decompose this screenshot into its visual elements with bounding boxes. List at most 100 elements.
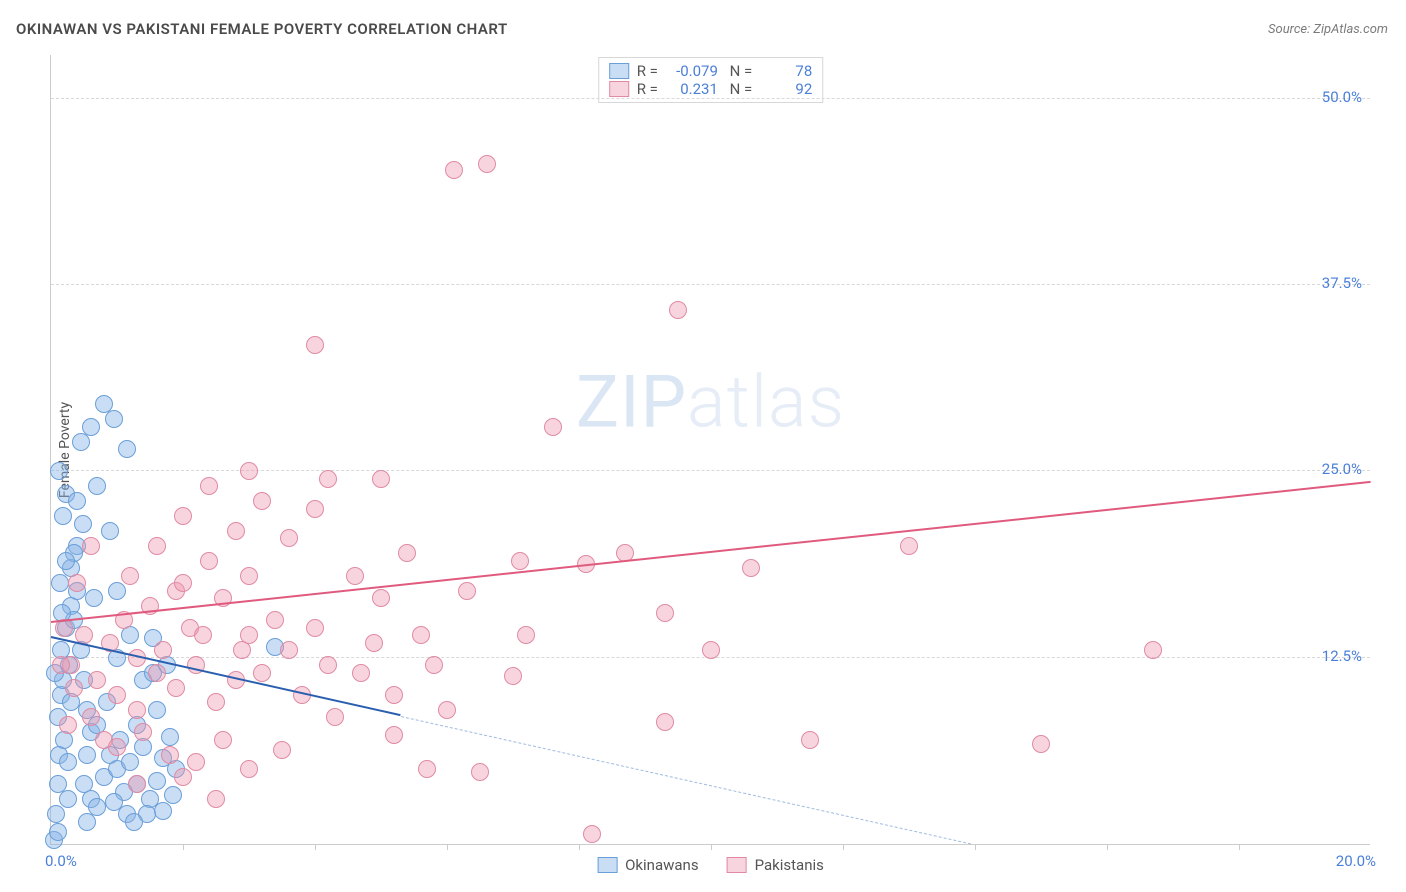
data-point: [1144, 641, 1162, 659]
data-point: [82, 418, 100, 436]
data-point: [207, 790, 225, 808]
data-point: [88, 671, 106, 689]
x-tick: [843, 844, 844, 850]
swatch-pakistanis: [609, 81, 629, 97]
data-point: [128, 701, 146, 719]
data-point: [385, 726, 403, 744]
data-point: [65, 679, 83, 697]
data-point: [108, 686, 126, 704]
data-point: [458, 582, 476, 600]
legend-item-pakistanis: Pakistanis: [727, 856, 824, 874]
x-tick: [975, 844, 976, 850]
y-tick-label: 12.5%: [1322, 647, 1362, 665]
data-point: [207, 693, 225, 711]
data-point: [52, 656, 70, 674]
data-point: [187, 753, 205, 771]
data-point: [544, 418, 562, 436]
swatch-pakistanis-icon: [727, 857, 747, 873]
data-point: [227, 522, 245, 540]
data-point: [108, 738, 126, 756]
data-point: [68, 492, 86, 510]
swatch-okinawans-icon: [597, 857, 617, 873]
data-point: [128, 775, 146, 793]
data-point: [161, 746, 179, 764]
data-point: [511, 552, 529, 570]
data-point: [517, 626, 535, 644]
x-tick: [447, 844, 448, 850]
data-point: [253, 492, 271, 510]
data-point: [352, 664, 370, 682]
data-point: [82, 708, 100, 726]
data-point: [101, 522, 119, 540]
data-point: [49, 823, 67, 841]
data-point: [164, 786, 182, 804]
data-point: [372, 589, 390, 607]
data-point: [326, 708, 344, 726]
y-tick-label: 37.5%: [1322, 274, 1362, 292]
data-point: [200, 477, 218, 495]
data-point: [319, 656, 337, 674]
data-point: [134, 723, 152, 741]
data-point: [425, 656, 443, 674]
data-point: [240, 462, 258, 480]
legend-item-okinawans: Okinawans: [597, 856, 698, 874]
data-point: [154, 641, 172, 659]
data-point: [148, 772, 166, 790]
watermark: ZIPatlas: [576, 360, 845, 445]
data-point: [266, 611, 284, 629]
data-point: [154, 802, 172, 820]
data-point: [54, 507, 72, 525]
regression-line: [401, 716, 971, 844]
legend-label-pakistanis: Pakistanis: [755, 856, 824, 874]
y-axis-label: Female Poverty: [57, 401, 73, 497]
source-label: Source: ZipAtlas.com: [1268, 22, 1388, 37]
data-point: [108, 582, 126, 600]
data-point: [167, 679, 185, 697]
data-point: [801, 731, 819, 749]
x-tick: [579, 844, 580, 850]
legend-bottom: Okinawans Pakistanis: [597, 856, 824, 874]
data-point: [306, 336, 324, 354]
chart-title: OKINAWAN VS PAKISTANI FEMALE POVERTY COR…: [16, 20, 508, 38]
data-point: [306, 500, 324, 518]
data-point: [57, 552, 75, 570]
data-point: [68, 574, 86, 592]
data-point: [273, 741, 291, 759]
data-point: [240, 760, 258, 778]
x-tick: [1107, 844, 1108, 850]
corr-row-pakistanis: R =0.231 N =92: [609, 80, 813, 98]
legend-label-okinawans: Okinawans: [625, 856, 698, 874]
data-point: [280, 641, 298, 659]
data-point: [121, 567, 139, 585]
data-point: [365, 634, 383, 652]
corr-row-okinawans: R =-0.079 N =78: [609, 62, 813, 80]
data-point: [200, 552, 218, 570]
data-point: [125, 813, 143, 831]
data-point: [478, 155, 496, 173]
data-point: [398, 544, 416, 562]
data-point: [583, 825, 601, 843]
data-point: [118, 440, 136, 458]
data-point: [253, 664, 271, 682]
data-point: [74, 515, 92, 533]
data-point: [194, 626, 212, 644]
swatch-okinawans: [609, 63, 629, 79]
data-point: [95, 395, 113, 413]
data-point: [59, 716, 77, 734]
data-point: [78, 746, 96, 764]
data-point: [319, 470, 337, 488]
data-point: [50, 462, 68, 480]
data-point: [85, 589, 103, 607]
data-point: [78, 813, 96, 831]
data-point: [47, 805, 65, 823]
x-tick: [711, 844, 712, 850]
data-point: [148, 701, 166, 719]
data-point: [148, 664, 166, 682]
data-point: [174, 574, 192, 592]
data-point: [742, 559, 760, 577]
data-point: [240, 626, 258, 644]
data-point: [471, 763, 489, 781]
data-point: [148, 537, 166, 555]
data-point: [280, 529, 298, 547]
x-axis-min-label: 0.0%: [45, 852, 77, 870]
